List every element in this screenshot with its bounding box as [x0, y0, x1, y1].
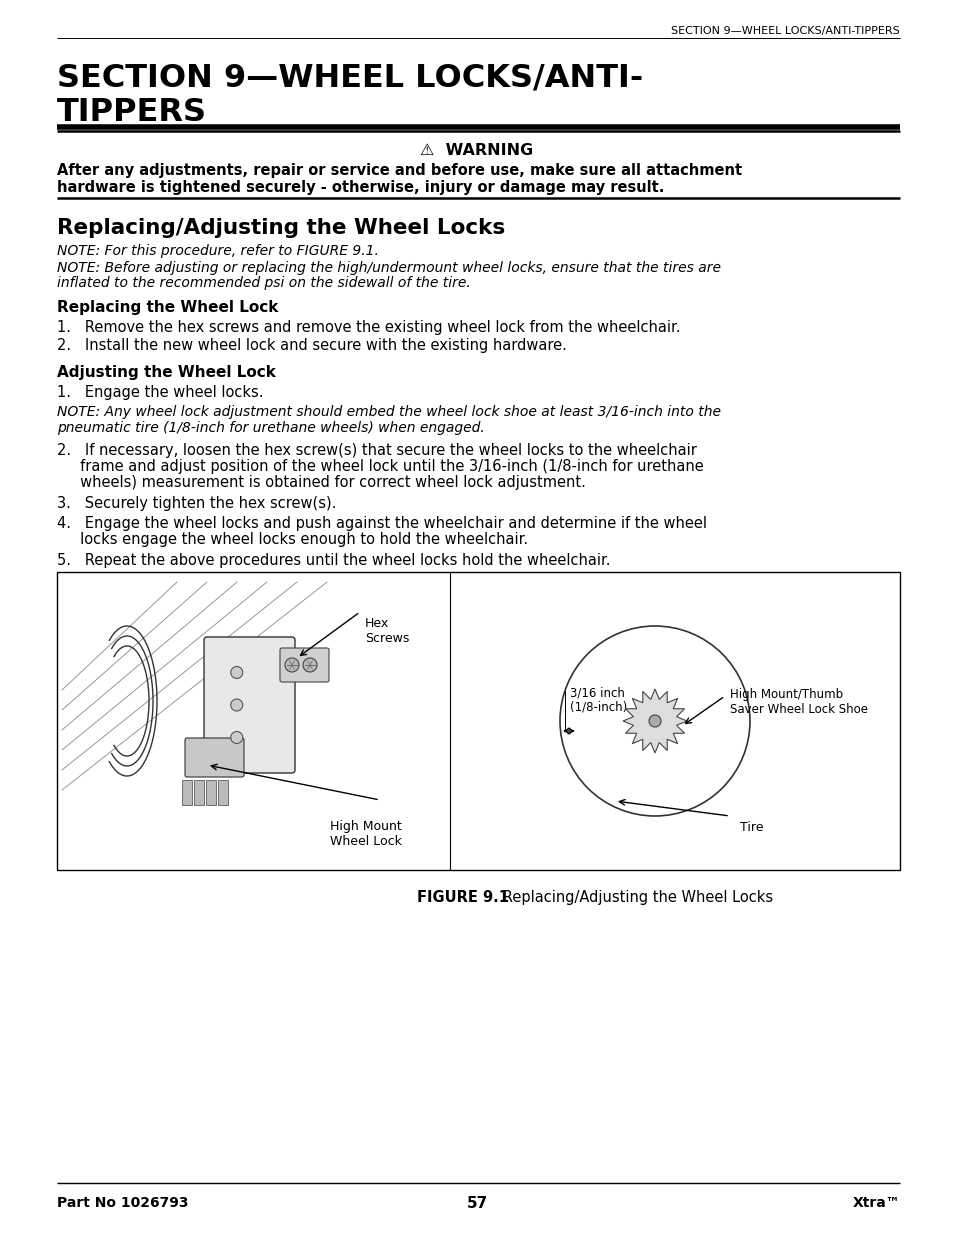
Text: locks engage the wheel locks enough to hold the wheelchair.: locks engage the wheel locks enough to h…: [57, 532, 528, 547]
Text: NOTE: For this procedure, refer to FIGURE 9.1.: NOTE: For this procedure, refer to FIGUR…: [57, 245, 378, 258]
Text: NOTE: Any wheel lock adjustment should embed the wheel lock shoe at least 3/16-i: NOTE: Any wheel lock adjustment should e…: [57, 405, 720, 419]
Text: SECTION 9—WHEEL LOCKS/ANTI-: SECTION 9—WHEEL LOCKS/ANTI-: [57, 62, 642, 93]
Text: hardware is tightened securely - otherwise, injury or damage may result.: hardware is tightened securely - otherwi…: [57, 180, 663, 195]
FancyBboxPatch shape: [185, 739, 244, 777]
FancyBboxPatch shape: [280, 648, 329, 682]
Bar: [206, 781, 215, 805]
Text: Hex
Screws: Hex Screws: [365, 618, 409, 645]
Circle shape: [231, 731, 242, 743]
Text: Part No 1026793: Part No 1026793: [57, 1195, 189, 1210]
Text: Xtra™: Xtra™: [851, 1195, 899, 1210]
Text: High Mount/Thumb
Saver Wheel Lock Shoe: High Mount/Thumb Saver Wheel Lock Shoe: [729, 688, 867, 716]
Text: 3.   Securely tighten the hex screw(s).: 3. Securely tighten the hex screw(s).: [57, 496, 336, 511]
Text: 5.   Repeat the above procedures until the wheel locks hold the wheelchair.: 5. Repeat the above procedures until the…: [57, 553, 610, 568]
Text: 4.   Engage the wheel locks and push against the wheelchair and determine if the: 4. Engage the wheel locks and push again…: [57, 516, 706, 531]
Text: wheels) measurement is obtained for correct wheel lock adjustment.: wheels) measurement is obtained for corr…: [57, 475, 585, 490]
Text: ⚠  WARNING: ⚠ WARNING: [420, 143, 533, 158]
Text: NOTE: Before adjusting or replacing the high/undermount wheel locks, ensure that: NOTE: Before adjusting or replacing the …: [57, 261, 720, 275]
Circle shape: [285, 658, 298, 672]
Bar: [218, 781, 228, 805]
Text: Replacing the Wheel Lock: Replacing the Wheel Lock: [57, 300, 278, 315]
Circle shape: [231, 667, 242, 678]
Text: 1.   Engage the wheel locks.: 1. Engage the wheel locks.: [57, 385, 263, 400]
Text: 57: 57: [466, 1195, 487, 1212]
Text: SECTION 9—WHEEL LOCKS/ANTI-TIPPERS: SECTION 9—WHEEL LOCKS/ANTI-TIPPERS: [671, 26, 899, 36]
Text: Replacing/Adjusting the Wheel Locks: Replacing/Adjusting the Wheel Locks: [489, 890, 772, 905]
Text: FIGURE 9.1: FIGURE 9.1: [416, 890, 509, 905]
Bar: [182, 781, 192, 805]
Text: 1.   Remove the hex screws and remove the existing wheel lock from the wheelchai: 1. Remove the hex screws and remove the …: [57, 320, 679, 335]
Bar: [193, 781, 204, 805]
Text: pneumatic tire (1/8-inch for urethane wheels) when engaged.: pneumatic tire (1/8-inch for urethane wh…: [57, 421, 484, 435]
Text: frame and adjust position of the wheel lock until the 3/16-inch (1/8-inch for ur: frame and adjust position of the wheel l…: [57, 459, 703, 474]
Text: High Mount
Wheel Lock: High Mount Wheel Lock: [330, 820, 401, 848]
FancyBboxPatch shape: [204, 637, 294, 773]
Circle shape: [648, 715, 660, 727]
Text: TIPPERS: TIPPERS: [57, 98, 207, 128]
Circle shape: [303, 658, 316, 672]
Text: After any adjustments, repair or service and before use, make sure all attachmen: After any adjustments, repair or service…: [57, 163, 741, 178]
Text: inflated to the recommended psi on the sidewall of the tire.: inflated to the recommended psi on the s…: [57, 275, 470, 290]
Text: 3/16 inch
(1/8-inch): 3/16 inch (1/8-inch): [569, 685, 626, 714]
Text: 2.   If necessary, loosen the hex screw(s) that secure the wheel locks to the wh: 2. If necessary, loosen the hex screw(s)…: [57, 443, 696, 458]
Text: Adjusting the Wheel Lock: Adjusting the Wheel Lock: [57, 366, 275, 380]
Text: 2.   Install the new wheel lock and secure with the existing hardware.: 2. Install the new wheel lock and secure…: [57, 338, 566, 353]
Circle shape: [231, 699, 242, 711]
Text: Tire: Tire: [740, 821, 762, 834]
Bar: [57, 572, 899, 869]
Polygon shape: [622, 689, 686, 753]
Text: Replacing/Adjusting the Wheel Locks: Replacing/Adjusting the Wheel Locks: [57, 219, 505, 238]
